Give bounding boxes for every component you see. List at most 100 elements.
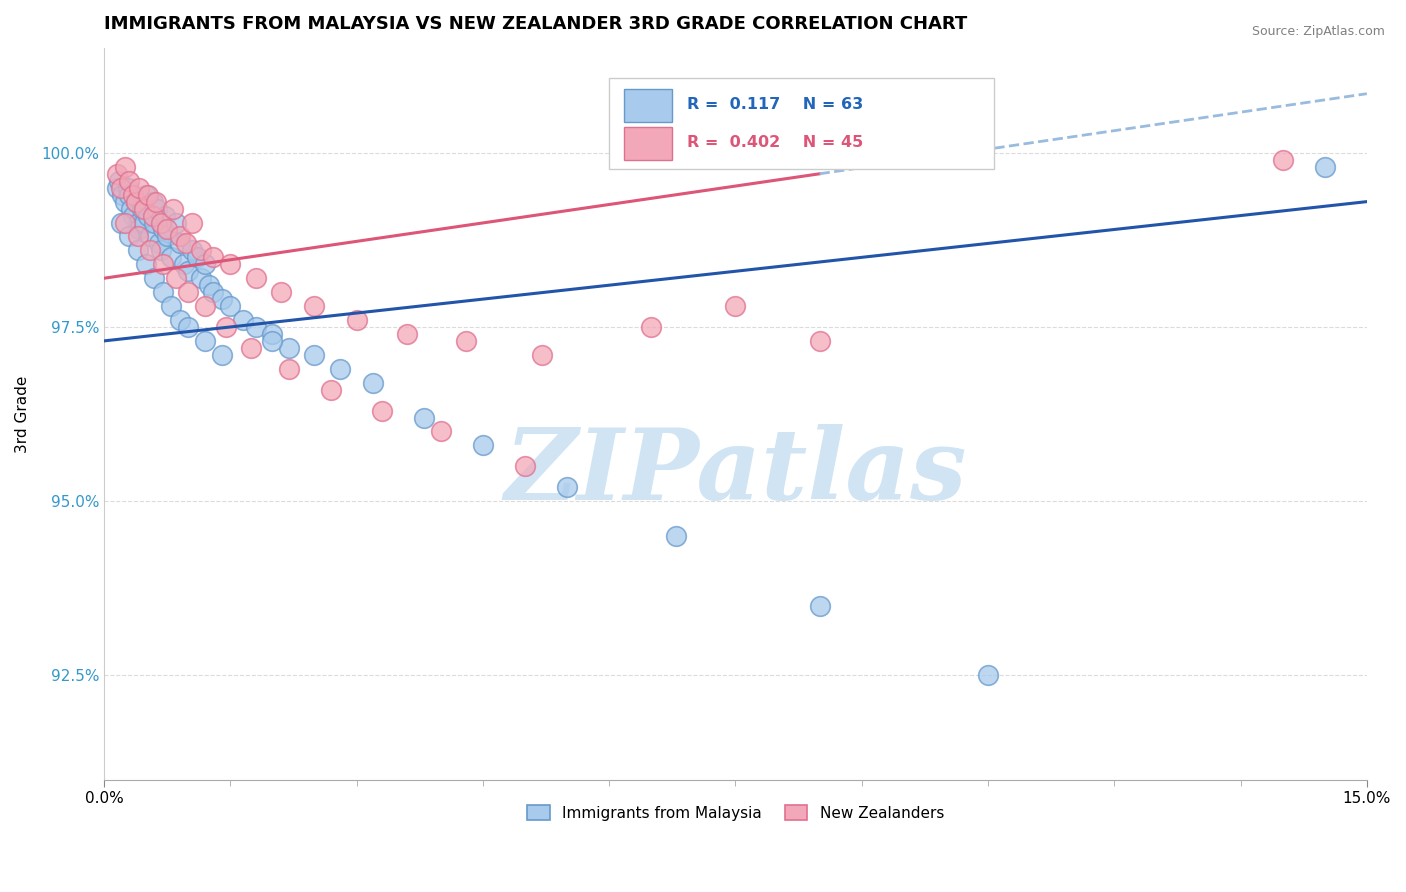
Point xyxy=(128,180,150,194)
Point xyxy=(429,425,451,439)
Point xyxy=(143,215,166,229)
Text: ZIPatlas: ZIPatlas xyxy=(505,425,966,521)
Point xyxy=(122,209,145,223)
Point xyxy=(169,229,191,244)
Point xyxy=(194,299,217,313)
Point xyxy=(118,229,141,244)
Point xyxy=(150,215,173,229)
Point xyxy=(131,202,153,216)
Point xyxy=(245,271,267,285)
Y-axis label: 3rd Grade: 3rd Grade xyxy=(15,376,30,453)
Point xyxy=(412,410,434,425)
Point xyxy=(186,251,208,265)
Point xyxy=(194,257,217,271)
Point xyxy=(513,459,536,474)
Point xyxy=(142,209,165,223)
Point xyxy=(127,215,149,229)
Point xyxy=(152,257,174,271)
Point xyxy=(177,320,200,334)
FancyBboxPatch shape xyxy=(624,127,672,160)
FancyBboxPatch shape xyxy=(609,78,994,169)
Point xyxy=(211,348,233,362)
Point xyxy=(136,187,159,202)
Point xyxy=(240,341,263,355)
Point xyxy=(143,271,166,285)
Point xyxy=(110,215,132,229)
Point xyxy=(215,320,238,334)
Point xyxy=(177,264,200,278)
Point xyxy=(150,244,173,258)
Point xyxy=(471,438,494,452)
Legend: Immigrants from Malaysia, New Zealanders: Immigrants from Malaysia, New Zealanders xyxy=(520,798,950,827)
Point xyxy=(555,480,578,494)
Point xyxy=(105,167,128,181)
Point xyxy=(1271,153,1294,167)
Point xyxy=(245,320,267,334)
Point xyxy=(190,244,212,258)
Point xyxy=(139,244,162,258)
Point xyxy=(165,215,187,229)
Point xyxy=(135,187,157,202)
Text: R =  0.402    N = 45: R = 0.402 N = 45 xyxy=(688,135,863,150)
Point xyxy=(118,187,141,202)
Point xyxy=(114,215,136,229)
Point xyxy=(202,285,225,300)
Point xyxy=(977,668,1000,682)
Point xyxy=(162,202,184,216)
Point xyxy=(724,299,747,313)
Point xyxy=(808,599,831,613)
Text: IMMIGRANTS FROM MALAYSIA VS NEW ZEALANDER 3RD GRADE CORRELATION CHART: IMMIGRANTS FROM MALAYSIA VS NEW ZEALANDE… xyxy=(104,15,967,33)
Point xyxy=(270,285,292,300)
Point xyxy=(120,202,142,216)
Point xyxy=(155,209,177,223)
Point xyxy=(110,180,132,194)
Point xyxy=(160,251,183,265)
Point xyxy=(665,529,688,543)
Point xyxy=(198,278,221,293)
Point xyxy=(165,271,187,285)
Point xyxy=(135,257,157,271)
Point xyxy=(146,202,169,216)
Point xyxy=(152,222,174,236)
Point xyxy=(304,299,326,313)
Point xyxy=(346,313,368,327)
Point xyxy=(114,160,136,174)
Point xyxy=(173,257,195,271)
Point xyxy=(177,285,200,300)
Point xyxy=(278,361,301,376)
Point xyxy=(219,299,242,313)
Point xyxy=(156,222,179,236)
Point xyxy=(202,251,225,265)
Point xyxy=(530,348,553,362)
Point xyxy=(139,229,162,244)
Point xyxy=(122,187,145,202)
Point xyxy=(190,271,212,285)
Point xyxy=(169,313,191,327)
Point xyxy=(181,215,204,229)
Point xyxy=(181,244,204,258)
Point xyxy=(142,194,165,209)
Point xyxy=(363,376,385,390)
Point xyxy=(232,313,254,327)
Point xyxy=(128,222,150,236)
Text: R =  0.117    N = 63: R = 0.117 N = 63 xyxy=(688,96,863,112)
Point xyxy=(134,215,156,229)
Point xyxy=(152,285,174,300)
Point xyxy=(278,341,301,355)
Point xyxy=(262,326,284,341)
Point xyxy=(145,194,167,209)
Point xyxy=(108,174,131,188)
Point xyxy=(156,229,179,244)
Point xyxy=(1313,160,1336,174)
Point xyxy=(321,383,343,397)
Point xyxy=(125,194,148,209)
Point xyxy=(640,320,662,334)
Point xyxy=(262,334,284,348)
Point xyxy=(169,236,191,251)
Point xyxy=(118,174,141,188)
Point xyxy=(136,209,159,223)
Point xyxy=(219,257,242,271)
Point xyxy=(160,299,183,313)
Point xyxy=(329,361,352,376)
Point xyxy=(127,244,149,258)
